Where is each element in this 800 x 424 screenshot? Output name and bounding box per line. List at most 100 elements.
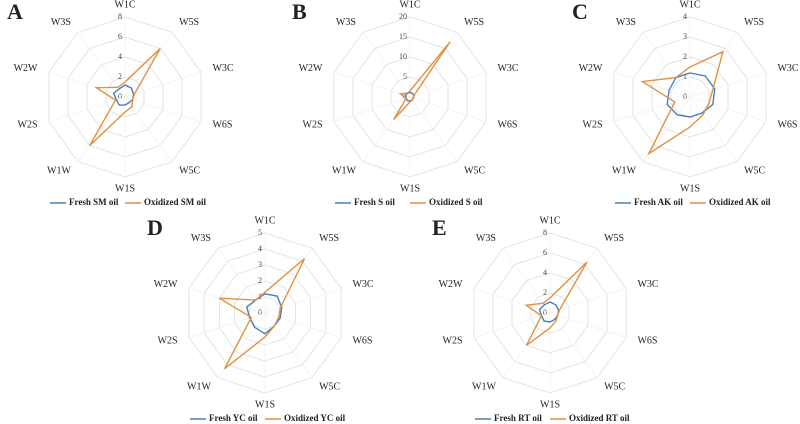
- category-label: W6S: [777, 120, 797, 131]
- tick-label: 8: [118, 12, 122, 21]
- spoke: [333, 96, 411, 123]
- category-label: W1W: [332, 166, 356, 177]
- category-label: W5C: [179, 166, 200, 177]
- category-label: W2W: [579, 63, 603, 74]
- spoke: [409, 96, 458, 162]
- category-label: W2W: [299, 63, 323, 74]
- legend-label: Oxidized YC oil: [284, 413, 346, 423]
- category-label: W3S: [191, 233, 211, 244]
- spoke: [689, 32, 738, 98]
- series-line: [245, 293, 283, 335]
- category-label: W5S: [319, 233, 339, 244]
- category-label: W2W: [439, 279, 463, 290]
- legend-label: Fresh AK oil: [634, 197, 683, 207]
- series-line: [524, 261, 588, 346]
- spoke: [264, 248, 313, 314]
- panel-label: E: [432, 215, 447, 240]
- spoke: [264, 287, 342, 314]
- spoke: [549, 287, 627, 314]
- spoke: [264, 312, 342, 339]
- legend-label: Oxidized SM oil: [144, 197, 207, 207]
- spoke: [689, 96, 738, 162]
- series-line: [112, 84, 135, 106]
- series-line: [392, 41, 451, 121]
- category-label: W1S: [680, 183, 700, 194]
- category-label: W5C: [464, 166, 485, 177]
- category-label: W1S: [400, 183, 420, 194]
- tick-label: 6: [118, 32, 122, 41]
- spoke: [549, 312, 627, 339]
- category-label: W3S: [616, 17, 636, 28]
- category-label: W1W: [47, 166, 71, 177]
- tick-label: 3: [683, 32, 687, 41]
- spoke: [124, 32, 173, 98]
- category-label: W6S: [352, 336, 372, 347]
- legend-label: Oxidized RT oil: [569, 413, 630, 423]
- tick-label: 3: [258, 260, 262, 269]
- tick-label: 8: [543, 228, 547, 237]
- tick-label: 4: [258, 244, 262, 253]
- tick-label: 0: [543, 308, 547, 317]
- category-label: W3C: [777, 63, 798, 74]
- spoke: [188, 287, 266, 314]
- tick-label: 0: [683, 92, 687, 101]
- legend-label: Fresh SM oil: [69, 197, 119, 207]
- spoke: [549, 248, 598, 314]
- legend-label: Fresh S oil: [354, 197, 395, 207]
- category-label: W1S: [255, 399, 275, 410]
- spoke: [264, 312, 313, 378]
- category-label: W1C: [399, 0, 420, 10]
- panel-label: C: [572, 0, 588, 24]
- spoke: [473, 312, 551, 339]
- category-label: W1C: [254, 215, 275, 226]
- category-label: W5S: [744, 17, 764, 28]
- category-label: W3C: [212, 63, 233, 74]
- spoke: [48, 96, 126, 123]
- spoke: [77, 32, 126, 98]
- spoke: [124, 96, 173, 162]
- legend-label: Fresh YC oil: [209, 413, 258, 423]
- spoke: [409, 96, 487, 123]
- series-line: [89, 47, 161, 147]
- category-label: W2W: [14, 63, 38, 74]
- series-line: [640, 50, 724, 156]
- series-line: [218, 258, 306, 370]
- category-label: W5C: [604, 382, 625, 393]
- category-label: W2S: [18, 120, 38, 131]
- panel-label: D: [147, 215, 163, 240]
- spoke: [473, 287, 551, 314]
- spoke: [689, 71, 767, 98]
- tick-label: 15: [399, 32, 407, 41]
- category-label: W1C: [679, 0, 700, 10]
- category-label: W1W: [612, 166, 636, 177]
- tick-label: 2: [258, 276, 262, 285]
- tick-label: 0: [118, 92, 122, 101]
- tick-label: 5: [258, 228, 262, 237]
- tick-label: 0: [258, 308, 262, 317]
- category-label: W5S: [604, 233, 624, 244]
- category-label: W1W: [472, 382, 496, 393]
- series-line: [538, 301, 560, 323]
- spoke: [124, 71, 202, 98]
- spoke: [549, 312, 598, 378]
- legend-label: Oxidized S oil: [429, 197, 483, 207]
- panel-label: B: [292, 0, 307, 24]
- category-label: W5C: [319, 382, 340, 393]
- category-label: W2W: [154, 279, 178, 290]
- panel-label: A: [7, 0, 23, 24]
- spoke: [362, 96, 411, 162]
- tick-label: 2: [118, 72, 122, 81]
- tick-label: 2: [683, 52, 687, 61]
- spoke: [333, 71, 411, 98]
- spoke: [188, 312, 266, 339]
- category-label: W2S: [303, 120, 323, 131]
- category-label: W3S: [51, 17, 71, 28]
- spoke: [502, 248, 551, 314]
- category-label: W3S: [476, 233, 496, 244]
- legend-label: Fresh RT oil: [494, 413, 542, 423]
- spoke: [77, 96, 126, 162]
- tick-label: 4: [118, 52, 122, 61]
- tick-label: 4: [683, 12, 687, 21]
- spoke: [48, 71, 126, 98]
